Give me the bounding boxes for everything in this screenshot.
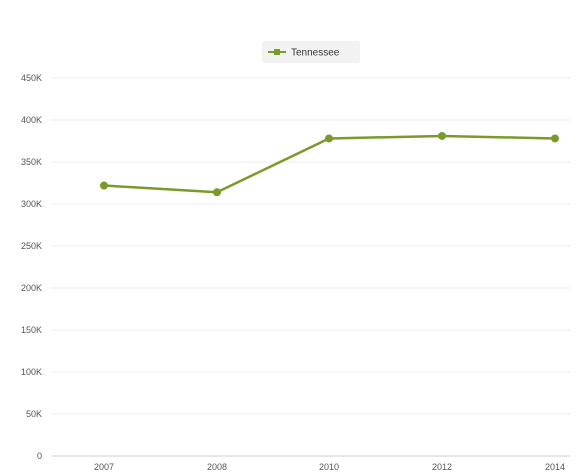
data-point[interactable] bbox=[551, 134, 559, 143]
legend-label-tennessee: Tennessee bbox=[291, 48, 340, 59]
y-tick-label: 100K bbox=[21, 367, 42, 377]
y-tick-label: 50K bbox=[26, 409, 42, 419]
x-tick-label: 2014 bbox=[545, 462, 565, 472]
x-tick-label: 2010 bbox=[319, 462, 339, 472]
data-point[interactable] bbox=[438, 131, 446, 140]
data-point[interactable] bbox=[100, 181, 108, 190]
legend-marker bbox=[274, 49, 280, 55]
y-tick-label: 350K bbox=[21, 157, 42, 167]
y-tick-label: 0 bbox=[37, 451, 42, 461]
y-tick-label: 300K bbox=[21, 199, 42, 209]
data-point[interactable] bbox=[213, 188, 221, 197]
series-line-tennessee bbox=[103, 134, 556, 194]
y-tick-label: 250K bbox=[21, 241, 42, 251]
x-tick-label: 2007 bbox=[94, 462, 114, 472]
y-tick-label: 150K bbox=[21, 325, 42, 335]
x-tick-label: 2012 bbox=[432, 462, 452, 472]
legend-background bbox=[262, 41, 360, 63]
data-point[interactable] bbox=[325, 134, 333, 143]
x-tick-label: 2008 bbox=[207, 462, 227, 472]
grid-lines bbox=[52, 77, 570, 457]
y-tick-label: 200K bbox=[21, 283, 42, 293]
y-axis-ticks: 0 50K 100K 150K 200K 250K 300K 350K 400K 450K bbox=[21, 73, 42, 461]
y-tick-label: 450K bbox=[21, 73, 42, 83]
x-axis-ticks: 2007 2008 2010 2012 2014 bbox=[94, 462, 565, 472]
legend[interactable]: Tennessee bbox=[262, 41, 360, 63]
series-layer bbox=[100, 131, 559, 197]
y-tick-label: 400K bbox=[21, 115, 42, 125]
